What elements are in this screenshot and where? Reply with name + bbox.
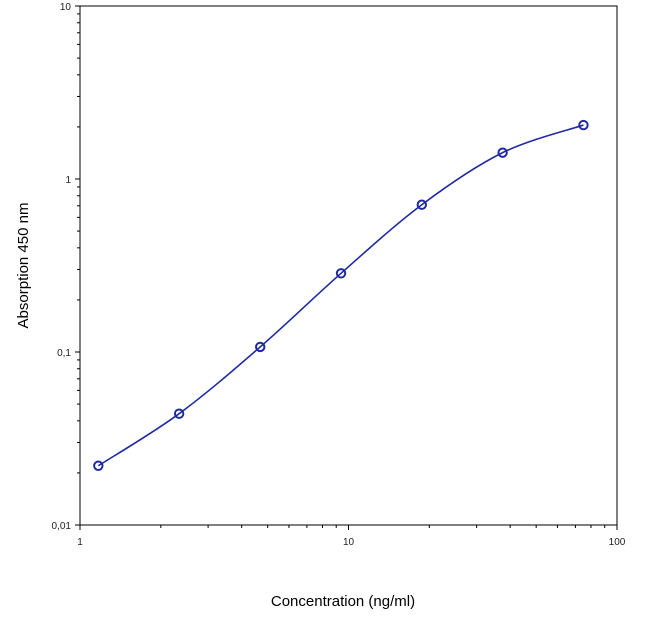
data-point [578,119,589,131]
data-point [497,147,508,158]
fit-curve [97,124,584,467]
data-point [416,199,428,210]
y-tick-label: 1 [65,175,71,186]
x-tick-label: 1 [77,537,83,548]
y-axis-ticks: 0,01 0,1 1 10 [52,2,80,532]
y-axis-title: Absorption 450 nm [15,203,32,329]
y-tick-label: 10 [60,2,72,13]
data-points [93,119,589,471]
data-point [335,268,347,279]
x-axis-title: Concentration (ng/ml) [271,593,415,610]
x-tick-label: 10 [343,537,355,548]
x-axis-ticks: 1 10 100 [77,525,626,548]
data-point [173,408,185,419]
y-tick-label: 0,01 [52,521,72,532]
data-point [255,341,266,353]
y-tick-label: 0,1 [57,348,71,359]
x-tick-label: 100 [609,537,626,548]
plot-frame [79,5,618,526]
data-point [93,460,104,471]
